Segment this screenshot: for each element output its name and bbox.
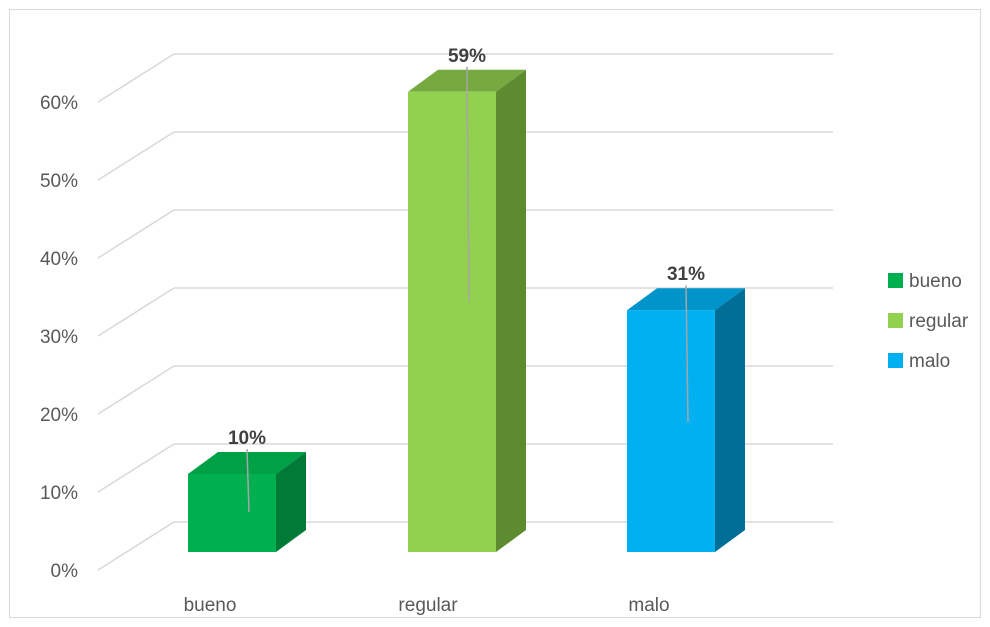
y-tick-label: 60% bbox=[40, 93, 78, 114]
bar-side bbox=[496, 69, 526, 553]
legend-swatch bbox=[888, 313, 903, 328]
y-tick-label: 30% bbox=[40, 327, 78, 348]
x-tick-label: bueno bbox=[184, 595, 237, 616]
gridline-side bbox=[97, 287, 175, 337]
bar bbox=[188, 474, 276, 552]
bar-side bbox=[715, 288, 745, 552]
gridline-side bbox=[97, 209, 175, 259]
legend-label: bueno bbox=[909, 271, 962, 292]
data-label: 31% bbox=[667, 264, 705, 285]
legend-label: malo bbox=[909, 351, 950, 372]
data-label: 10% bbox=[228, 428, 266, 449]
data-label: 59% bbox=[448, 46, 486, 67]
gridline-side bbox=[97, 131, 175, 181]
bar-side bbox=[276, 452, 306, 552]
y-tick-label: 20% bbox=[40, 405, 78, 426]
data-label-leader bbox=[466, 66, 470, 302]
gridline-side bbox=[97, 521, 175, 571]
x-tick-label: malo bbox=[628, 595, 669, 616]
y-tick-label: 50% bbox=[40, 171, 78, 192]
legend-label: regular bbox=[909, 311, 969, 332]
bar bbox=[627, 310, 715, 552]
y-tick-label: 0% bbox=[51, 561, 79, 582]
bar bbox=[408, 91, 496, 553]
data-label-leader bbox=[246, 448, 250, 513]
x-tick-label: regular bbox=[398, 595, 458, 616]
y-tick-label: 40% bbox=[40, 249, 78, 270]
y-tick-label: 10% bbox=[40, 483, 78, 504]
data-label-leader bbox=[685, 285, 689, 423]
legend-swatch bbox=[888, 353, 903, 368]
gridline-side bbox=[97, 365, 175, 415]
gridline-side bbox=[97, 53, 175, 103]
legend-swatch bbox=[888, 273, 903, 288]
gridline-side bbox=[97, 443, 175, 493]
